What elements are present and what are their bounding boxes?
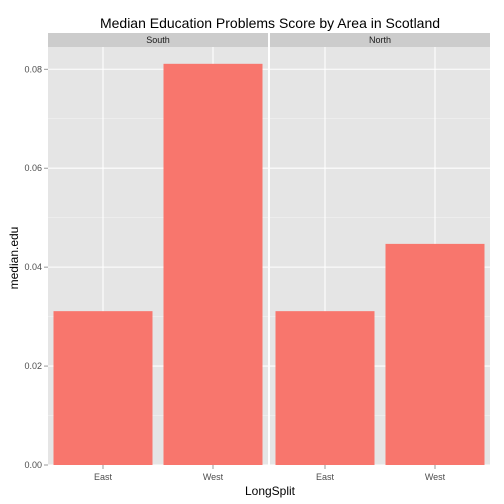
bar-south-west (163, 63, 263, 465)
facet-strip (48, 33, 268, 47)
y-tick-label: 0.06 (24, 163, 42, 173)
x-tick-label: East (94, 472, 113, 482)
y-axis: 0.00 0.02 0.04 0.06 0.08 (24, 64, 48, 470)
facet-strip (270, 33, 490, 47)
x-tick-label: East (316, 472, 335, 482)
x-tick-label: West (425, 472, 446, 482)
bar-north-west (385, 243, 485, 465)
y-tick-label: 0.08 (24, 64, 42, 74)
x-tick-label: West (203, 472, 224, 482)
x-axis-title: LongSplit (245, 484, 296, 498)
facet-strip-label: South (146, 35, 170, 45)
y-tick-label: 0.00 (24, 460, 42, 470)
y-tick-label: 0.04 (24, 262, 42, 272)
bar-north-east (275, 311, 375, 465)
facet-strip-label: North (369, 35, 391, 45)
facet-panel-north: North East West (270, 33, 490, 482)
facets: South East West North East West (48, 33, 490, 482)
facet-panel-south: South East West (48, 33, 268, 482)
chart-title: Median Education Problems Score by Area … (100, 15, 440, 31)
bar-south-east (53, 311, 153, 465)
y-tick-label: 0.02 (24, 361, 42, 371)
y-axis-title: median.edu (7, 227, 21, 290)
